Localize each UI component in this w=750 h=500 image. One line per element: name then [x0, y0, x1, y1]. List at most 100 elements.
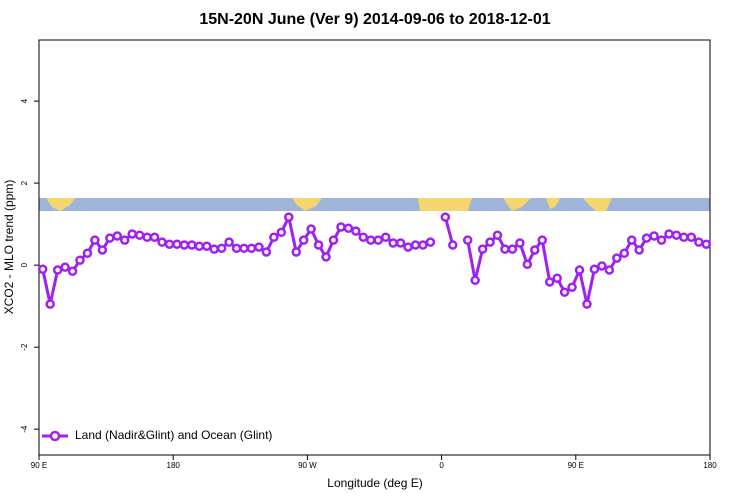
- land: [46, 198, 75, 211]
- data-point: [500, 244, 510, 254]
- data-point: [373, 235, 383, 245]
- data-point: [679, 232, 689, 242]
- data-point: [574, 265, 585, 275]
- data-point: [619, 248, 630, 258]
- chart-title: 15N-20N June (Ver 9) 2014-09-06 to 2018-…: [199, 11, 550, 28]
- data-point: [90, 235, 100, 245]
- legend-label: Land (Nadir&Glint) and Ocean (Glint): [75, 428, 272, 442]
- data-point: [701, 239, 712, 249]
- data-point: [522, 259, 533, 270]
- data-point: [537, 235, 547, 245]
- data-point: [112, 231, 123, 241]
- x-tick-label: 90 W: [298, 461, 317, 470]
- data-point: [395, 238, 406, 248]
- x-tick-label: 90 E: [568, 461, 584, 470]
- data-point: [410, 240, 421, 250]
- data-point: [97, 245, 108, 255]
- land: [546, 198, 560, 209]
- data-point: [470, 275, 480, 286]
- data-point: [351, 226, 361, 236]
- land: [418, 198, 472, 211]
- data-point: [254, 242, 264, 252]
- data-point: [298, 235, 309, 245]
- data-point: [142, 232, 152, 242]
- data-point: [313, 240, 324, 250]
- data-point: [172, 239, 182, 249]
- data-point: [626, 235, 637, 245]
- data-point: [530, 245, 540, 255]
- data-point: [366, 235, 376, 245]
- land: [292, 198, 322, 211]
- data-point: [694, 237, 704, 247]
- data-point: [634, 245, 644, 255]
- data-point: [507, 244, 518, 254]
- data-point: [119, 235, 130, 245]
- data-point: [567, 282, 577, 293]
- data-point: [164, 239, 175, 249]
- data-point: [492, 230, 503, 240]
- data-point: [641, 233, 652, 243]
- data-point: [328, 235, 339, 245]
- data-point: [515, 238, 525, 248]
- data-point: [37, 264, 48, 274]
- data-point: [418, 240, 428, 250]
- data-point: [127, 229, 137, 239]
- data-point: [52, 265, 63, 275]
- x-tick-label: 180: [703, 461, 717, 470]
- x-axis-label: Longitude (deg E): [327, 476, 422, 490]
- data-point: [656, 235, 667, 245]
- data-point: [485, 237, 495, 247]
- ocean-band: [39, 198, 710, 211]
- data-point: [582, 299, 592, 309]
- data-point: [477, 244, 488, 254]
- y-tick-label: -2: [20, 343, 29, 351]
- data-point: [671, 230, 682, 240]
- data-point: [544, 277, 555, 287]
- data-point: [336, 222, 346, 232]
- data-point: [425, 237, 436, 247]
- data-point: [134, 230, 145, 240]
- data-point: [664, 229, 674, 239]
- data-point: [209, 244, 219, 254]
- data-point: [45, 299, 55, 309]
- data-point: [649, 231, 659, 241]
- data-point: [276, 227, 287, 238]
- x-tick-label: 90 E: [31, 461, 47, 470]
- data-point: [388, 238, 398, 248]
- data-point: [597, 261, 607, 271]
- data-point: [82, 248, 93, 258]
- data-point: [612, 253, 622, 263]
- data-point: [216, 243, 227, 254]
- y-tick-label: 4: [20, 98, 29, 103]
- data-point: [202, 241, 212, 252]
- land: [503, 198, 531, 211]
- y-tick-label: 2: [20, 180, 29, 185]
- data-point: [306, 224, 316, 234]
- data-point: [686, 232, 697, 242]
- land: [583, 198, 612, 211]
- data-point: [224, 237, 234, 247]
- y-axis-label: XCO2 - MLO trend (ppm): [2, 180, 16, 315]
- data-point: [239, 243, 249, 254]
- data-point: [291, 247, 301, 257]
- data-point: [604, 265, 615, 275]
- data-point: [343, 223, 354, 233]
- data-point: [231, 243, 242, 254]
- data-point: [403, 242, 413, 252]
- x-tick-label: 180: [167, 461, 181, 470]
- data-point: [194, 241, 205, 252]
- data-point: [187, 240, 197, 250]
- map-strip: [39, 198, 710, 211]
- y-tick-label: -4: [20, 425, 29, 433]
- data-point: [105, 233, 115, 243]
- data-point: [559, 287, 570, 297]
- y-tick-label: 0: [20, 262, 29, 267]
- data-point: [358, 232, 369, 242]
- plot-frame: [38, 39, 711, 456]
- data-point: [67, 266, 78, 277]
- data-point: [60, 262, 70, 272]
- legend: Land (Nadir&Glint) and Ocean (Glint): [42, 428, 272, 442]
- legend-marker: [49, 430, 61, 442]
